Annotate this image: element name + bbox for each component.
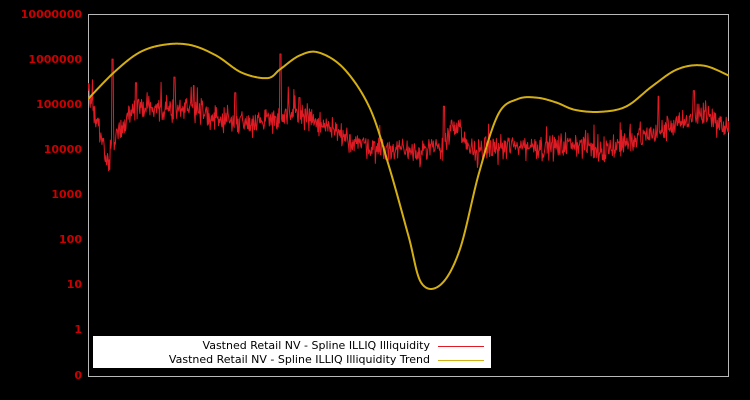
series-line-illiquidity bbox=[88, 53, 729, 172]
chart-legend: Vastned Retail NV - Spline ILLIQ Illiqui… bbox=[93, 336, 491, 368]
y-axis-tick-1: 1 bbox=[74, 323, 82, 337]
y-axis-tick-0: 0 bbox=[74, 368, 82, 382]
legend-swatch-illiquidity-trend bbox=[438, 359, 484, 361]
y-axis-tick-100000: 100000 bbox=[36, 97, 82, 111]
legend-item: Vastned Retail NV - Spline ILLIQ Illiqui… bbox=[100, 339, 484, 353]
legend-item-label: Vastned Retail NV - Spline ILLIQ Illiqui… bbox=[202, 339, 430, 352]
series-line-illiquidity-trend bbox=[88, 42, 729, 290]
legend-item-label: Vastned Retail NV - Spline ILLIQ Illiqui… bbox=[168, 353, 430, 366]
y-axis-tick-10000: 10000 bbox=[43, 142, 82, 156]
plot-area-frame bbox=[88, 14, 729, 377]
y-axis-tick-labels: 10000000 1000000 100000 10000 1000 100 10 1 0 bbox=[0, 0, 82, 400]
y-axis-tick-10: 10 bbox=[66, 278, 82, 292]
y-axis-tick-1000: 1000 bbox=[51, 188, 82, 201]
legend-swatch-illiquidity bbox=[438, 345, 484, 347]
y-axis-tick-1000000: 1000000 bbox=[28, 52, 82, 66]
y-axis-tick-10000000: 10000000 bbox=[20, 7, 82, 21]
legend-item: Vastned Retail NV - Spline ILLIQ Illiqui… bbox=[100, 353, 484, 367]
series-layer bbox=[88, 42, 729, 290]
y-axis-tick-100: 100 bbox=[59, 233, 82, 247]
